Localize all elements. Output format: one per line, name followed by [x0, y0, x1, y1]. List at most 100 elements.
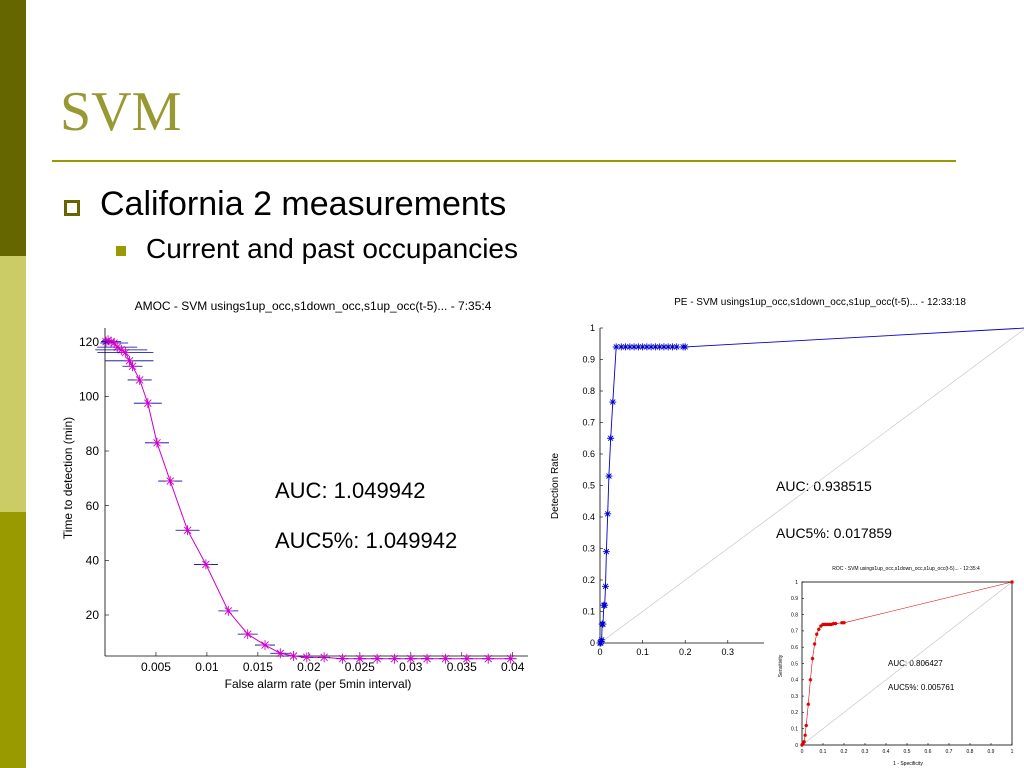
- roc-background: [764, 560, 1024, 768]
- y-tick-label: 20: [86, 608, 100, 622]
- x-tick-label: 0.04: [501, 660, 525, 674]
- data-point-marker: [124, 355, 135, 366]
- data-point-marker: [842, 620, 846, 625]
- data-point-marker: [831, 621, 836, 626]
- y-tick-label: 0.1: [582, 607, 595, 617]
- data-point-marker: [182, 525, 193, 536]
- filled-square-bullet-icon: [116, 246, 126, 256]
- data-point-marker: [275, 648, 286, 659]
- y-tick-label: 0: [590, 638, 595, 648]
- data-point-marker: [617, 343, 625, 351]
- x-tick-label: 0.4: [883, 749, 890, 755]
- data-point-marker: [664, 343, 672, 351]
- sidebar-band-middle: [0, 256, 26, 512]
- data-point-marker: [601, 601, 609, 609]
- x-tick-label: 1: [1011, 749, 1014, 755]
- data-point-marker: [681, 343, 689, 351]
- auc-annotation: AUC: 1.049942: [275, 478, 425, 503]
- y-axis-label: Sensitivity: [778, 654, 784, 677]
- x-tick-label: 0.9: [988, 749, 995, 755]
- bullet-level2: Current and past occupancies: [146, 233, 518, 264]
- data-point-marker: [622, 343, 630, 351]
- data-point-marker: [840, 620, 844, 625]
- data-point-marker: [673, 343, 681, 351]
- y-tick-label: 1: [795, 580, 798, 586]
- data-point-marker: [422, 653, 433, 664]
- chart-title: AMOC - SVM usings1up_occ,s1down_occ,s1up…: [135, 299, 492, 313]
- x-axis-label: 1 - Specificity: [893, 761, 923, 767]
- chart-title: PE - SVM usings1up_occ,s1down_occ,s1up_o…: [674, 297, 966, 308]
- x-tick-label: 0.3: [862, 749, 869, 755]
- data-point-marker: [605, 472, 613, 480]
- x-tick-label: 0.2: [841, 749, 848, 755]
- y-tick-label: 0.7: [582, 418, 595, 428]
- x-tick-label: 0.025: [345, 660, 375, 674]
- bullet-level1: California 2 measurements: [100, 185, 507, 223]
- data-point-marker: [319, 652, 330, 663]
- data-point-marker: [647, 343, 655, 351]
- y-tick-label: 0.6: [791, 645, 798, 651]
- title-divider: [52, 160, 956, 162]
- data-point-marker: [801, 741, 805, 746]
- data-point-marker: [806, 702, 811, 707]
- data-point-marker: [630, 343, 638, 351]
- sidebar-band-bottom: [0, 512, 26, 768]
- data-point-marker: [461, 653, 472, 664]
- y-tick-label: 0.5: [791, 661, 798, 667]
- data-point-marker: [821, 622, 825, 627]
- data-point-marker: [142, 398, 153, 409]
- data-point-marker: [301, 652, 312, 663]
- data-point-marker: [668, 343, 676, 351]
- x-tick-label: 0.2: [679, 647, 692, 657]
- y-tick-label: 40: [86, 554, 100, 568]
- data-point-marker: [1010, 580, 1014, 584]
- auc5-annotation: AUC5%: 0.005761: [888, 683, 955, 692]
- data-point-marker: [814, 632, 819, 636]
- x-tick-label: 0.1: [820, 749, 827, 755]
- data-point-marker: [810, 656, 815, 661]
- y-tick-label: 100: [79, 390, 99, 404]
- chance-diagonal: [801, 581, 1013, 746]
- data-point-marker: [599, 620, 607, 628]
- data-point-marker: [626, 343, 634, 351]
- data-point-marker: [440, 653, 451, 664]
- pe-chart: PE - SVM usings1up_occ,s1down_occ,s1up_o…: [550, 297, 1024, 657]
- x-tick-label: 0.01: [195, 660, 219, 674]
- y-tick-label: 0.4: [791, 678, 798, 684]
- data-point-marker: [106, 336, 117, 347]
- y-tick-label: 0.3: [791, 694, 798, 700]
- data-point-marker: [833, 621, 838, 626]
- y-tick-label: 0.8: [582, 386, 595, 396]
- y-tick-label: 0.3: [582, 544, 595, 554]
- roc-chart: ROC - SVM usings1up_occ,s1down_occ,s1up_…: [764, 560, 1024, 768]
- auc-annotation: AUC: 0.806427: [888, 659, 943, 668]
- y-axis-label: Time to detection (min): [61, 417, 75, 539]
- x-tick-label: 0.015: [243, 660, 273, 674]
- data-point-marker: [602, 582, 610, 590]
- data-point-marker: [812, 642, 817, 646]
- data-point-marker: [612, 343, 620, 351]
- data-point-marker: [827, 622, 832, 627]
- y-tick-label: 1: [590, 323, 595, 333]
- data-point-marker: [372, 653, 383, 664]
- data-point-marker: [165, 476, 176, 487]
- data-point-marker: [656, 343, 664, 351]
- x-tick-label: 0.005: [141, 660, 171, 674]
- y-tick-label: 60: [86, 499, 100, 513]
- x-tick-label: 0.7: [946, 749, 953, 755]
- data-point-marker: [607, 434, 615, 442]
- x-tick-label: 0.5: [904, 749, 911, 755]
- y-tick-label: 0.7: [791, 629, 798, 635]
- chart-title: ROC - SVM usings1up_occ,s1down_occ,s1up_…: [832, 566, 980, 572]
- x-tick-label: 0: [801, 749, 804, 755]
- y-tick-label: 80: [86, 444, 100, 458]
- data-point-marker: [116, 344, 127, 355]
- data-point-marker: [127, 361, 138, 372]
- data-point-marker: [609, 398, 617, 406]
- data-point-marker: [829, 622, 834, 627]
- data-point-marker: [602, 548, 610, 556]
- data-point-marker: [134, 374, 145, 385]
- sidebar-band-top: [0, 0, 26, 256]
- data-point-marker: [802, 739, 806, 744]
- data-point-marker: [112, 342, 123, 353]
